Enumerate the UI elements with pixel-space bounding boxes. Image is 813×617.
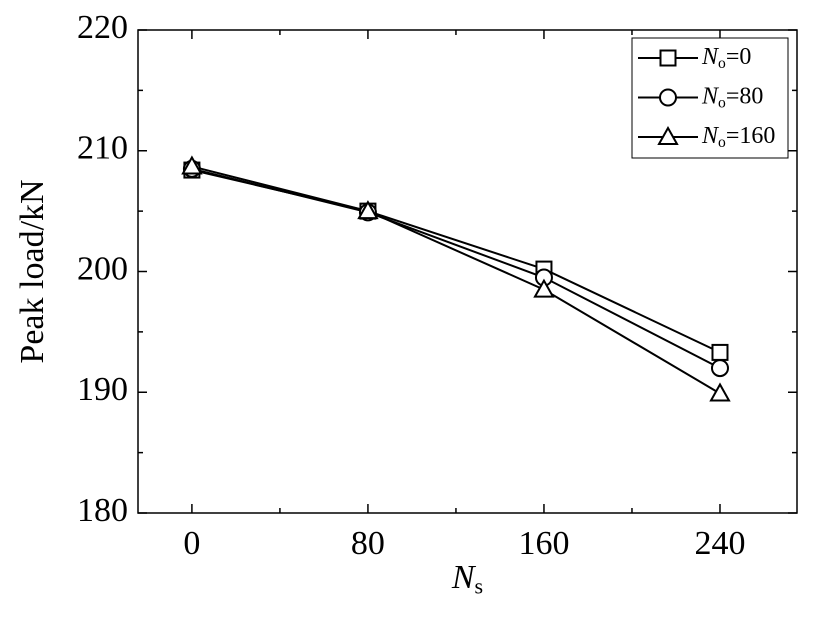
legend-label: No=80 [701,83,763,111]
data-point [181,155,203,175]
legend-label: No=0 [701,44,751,72]
y-axis-label: Peak load/kN [14,179,51,363]
data-point [710,359,729,378]
data-point [357,200,379,220]
x-tick-label: 0 [183,525,200,562]
x-axis-label: Ns [451,559,483,599]
series-line [191,169,721,354]
y-tick-label: 190 [77,371,128,408]
y-tick-label: 210 [77,130,128,167]
x-tick-label: 80 [351,525,385,562]
legend-marker [657,125,679,145]
y-tick-label: 220 [77,9,128,46]
y-tick-label: 180 [77,492,128,529]
x-tick-label: 160 [518,525,569,562]
x-tick-label: 240 [694,525,745,562]
legend-marker [659,88,677,107]
series-line [191,165,721,395]
data-point [711,343,729,361]
legend-marker [659,49,677,67]
data-point [709,382,731,402]
y-tick-label: 200 [77,250,128,287]
legend-label: No=160 [701,123,775,151]
series-line [191,167,721,369]
data-point [533,278,555,298]
